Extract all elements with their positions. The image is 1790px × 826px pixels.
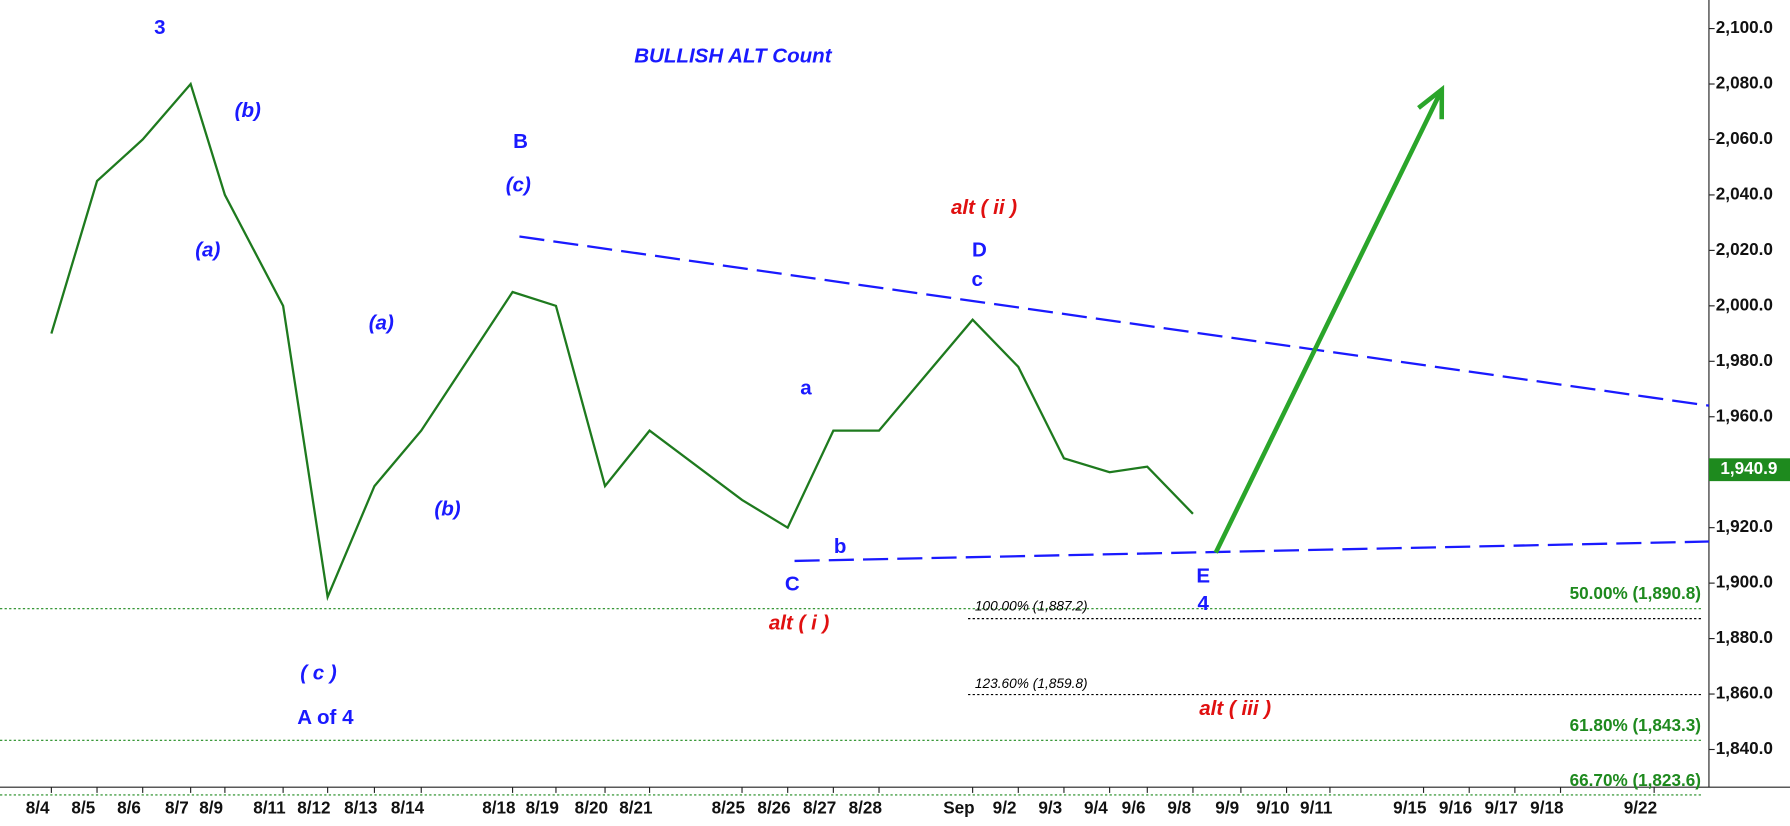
wave-label: (b) [235, 99, 261, 122]
x-tick-label: 8/7 [165, 798, 189, 817]
wave-label: 4 [1198, 592, 1210, 615]
y-tick-label: 2,040.0 [1716, 184, 1773, 203]
wave-label: alt ( iii ) [1199, 697, 1271, 720]
x-tick-label: 8/20 [575, 798, 608, 817]
wave-label: E [1196, 565, 1210, 588]
wave-label: alt ( ii ) [951, 196, 1017, 219]
y-tick-label: 2,000.0 [1716, 295, 1773, 314]
x-tick-label: 9/18 [1530, 798, 1563, 817]
y-tick-label: 2,100.0 [1716, 18, 1773, 37]
last-price-box [1708, 458, 1790, 482]
x-tick-label: 8/13 [344, 798, 377, 817]
x-tick-label: 9/3 [1038, 798, 1062, 817]
x-tick-label: 9/6 [1122, 798, 1146, 817]
wave-label: c [971, 268, 982, 291]
x-tick-label: 8/21 [619, 798, 653, 817]
wave-label: (a) [195, 238, 220, 261]
chart-title: BULLISH ALT Count [634, 44, 833, 67]
fib-label: 123.60% (1,859.8) [975, 676, 1088, 691]
fib-label: 100.00% (1,887.2) [975, 599, 1088, 614]
x-tick-label: 9/2 [993, 798, 1017, 817]
y-tick-label: 2,080.0 [1716, 74, 1773, 93]
price-line [50, 81, 1194, 602]
wave-label: b [834, 535, 847, 558]
arrow-shaft [1213, 88, 1444, 554]
wave-label: ( c ) [300, 662, 337, 685]
x-tick-label: 8/5 [71, 798, 95, 817]
fib-label: 50.00% (1,890.8) [1570, 584, 1701, 603]
x-tick-label: Sep [943, 798, 974, 817]
fib-label: 66.70% (1,823.6) [1570, 771, 1701, 790]
x-tick-label: 8/14 [391, 798, 425, 817]
y-tick-label: 1,880.0 [1716, 628, 1773, 647]
x-tick-label: 8/19 [526, 798, 559, 817]
trendline [519, 235, 1710, 407]
x-tick-label: 9/9 [1215, 798, 1239, 817]
y-tick-label: 1,960.0 [1716, 406, 1773, 425]
x-tick-label: 9/10 [1256, 798, 1289, 817]
wave-label: (a) [369, 311, 394, 334]
y-tick-label: 1,840.0 [1716, 739, 1773, 758]
x-tick-label: 8/18 [482, 798, 515, 817]
fib-label: 61.80% (1,843.3) [1570, 716, 1701, 735]
y-tick-label: 2,020.0 [1716, 240, 1773, 259]
y-tick-label: 1,860.0 [1716, 684, 1773, 703]
x-tick-label: 8/25 [712, 798, 746, 817]
x-tick-label: 8/28 [849, 798, 882, 817]
wave-label: a [800, 376, 812, 399]
x-tick-label: 9/17 [1485, 798, 1518, 817]
y-tick-label: 1,900.0 [1716, 573, 1773, 592]
wave-label: A of 4 [297, 706, 354, 729]
x-tick-label: 8/6 [117, 798, 141, 817]
wave-label: D [972, 238, 987, 261]
x-tick-label: 9/15 [1393, 798, 1427, 817]
wave-label: (c) [506, 173, 531, 196]
x-tick-label: 8/11 [253, 798, 286, 817]
x-tick-label: 8/9 [199, 798, 223, 817]
wave-label: alt ( i ) [769, 611, 830, 634]
x-tick-label: 9/22 [1624, 798, 1657, 817]
trendline [794, 540, 1709, 563]
wave-label: C [785, 573, 800, 596]
x-tick-label: 8/12 [297, 798, 330, 817]
x-tick-label: 8/4 [26, 798, 50, 817]
wave-label: 3 [154, 16, 165, 39]
x-tick-label: 9/8 [1167, 798, 1191, 817]
last-price-label: 1,940.9 [1720, 459, 1777, 478]
x-tick-label: 9/4 [1084, 798, 1108, 817]
y-tick-label: 1,980.0 [1716, 351, 1773, 370]
wave-label: B [513, 130, 528, 153]
y-tick-label: 2,060.0 [1716, 129, 1773, 148]
x-tick-label: 8/27 [803, 798, 836, 817]
arrow-head [1417, 84, 1445, 120]
y-tick-label: 1,920.0 [1716, 517, 1773, 536]
x-tick-label: 9/16 [1439, 798, 1472, 817]
x-tick-label: 8/26 [757, 798, 790, 817]
wave-label: (b) [434, 497, 460, 520]
x-tick-label: 9/11 [1300, 798, 1333, 817]
